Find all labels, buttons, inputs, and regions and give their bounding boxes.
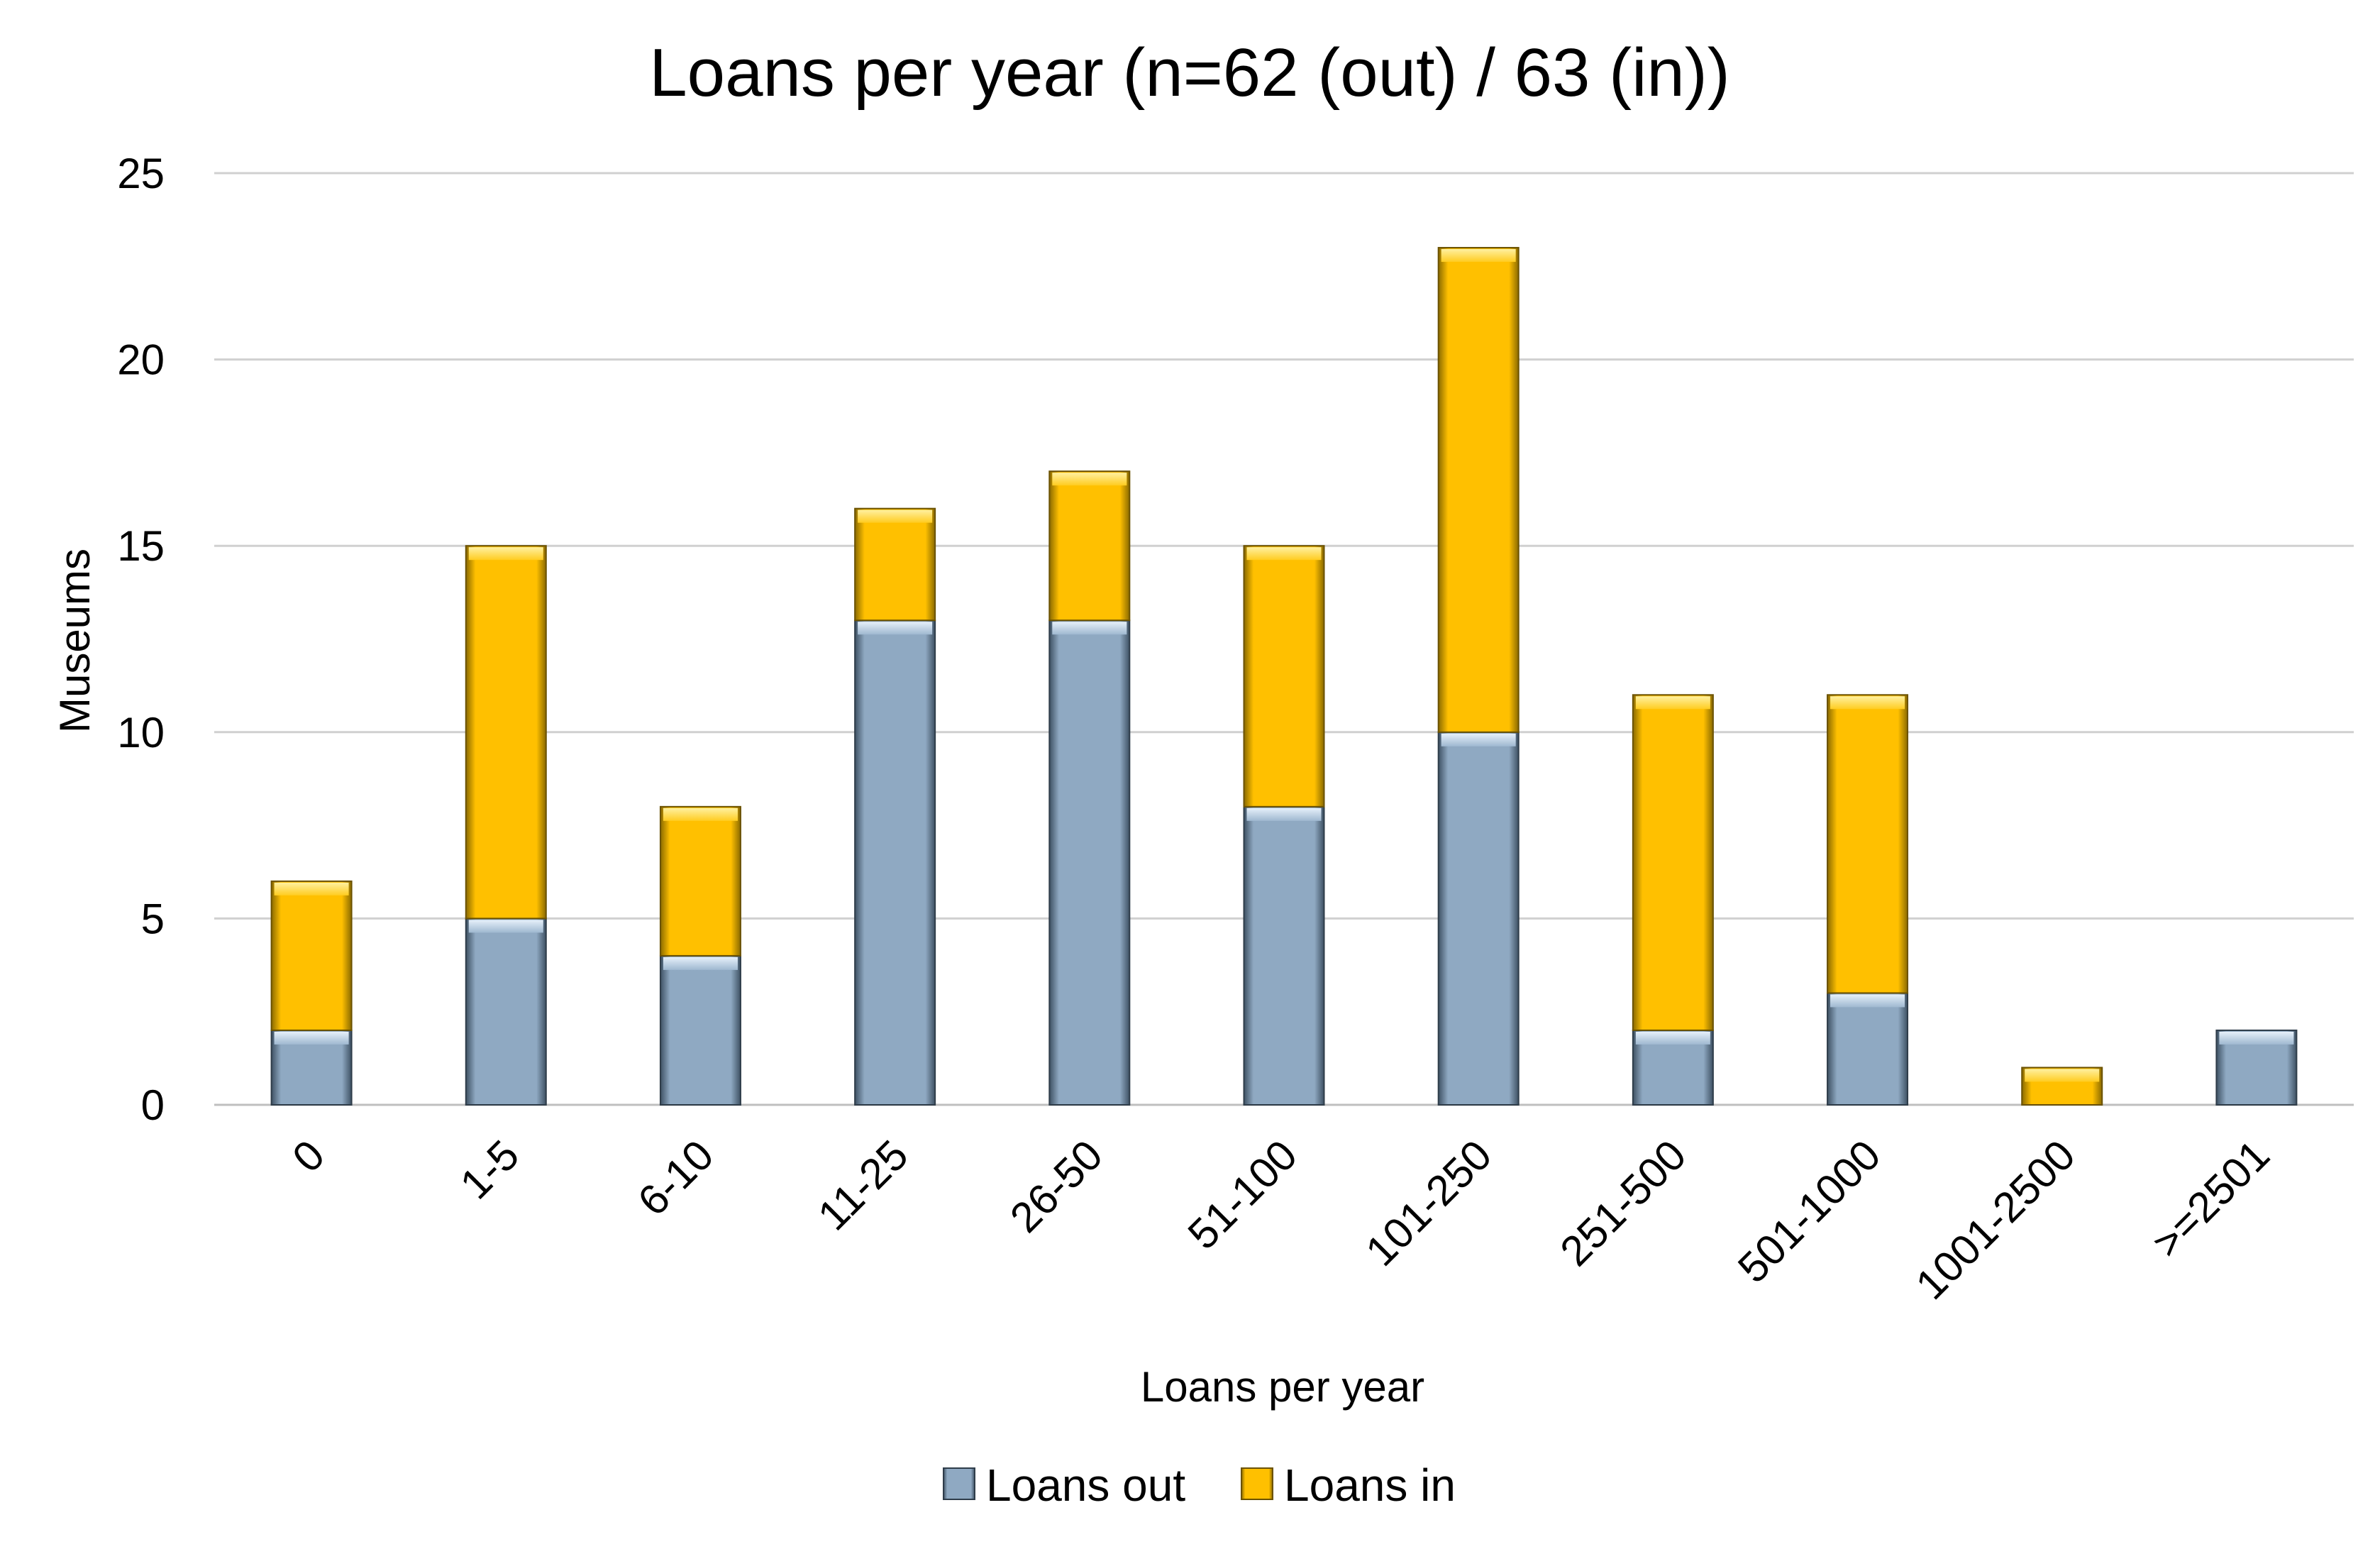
- y-tick-label: 10: [117, 709, 165, 756]
- bar-highlight: [1830, 994, 1905, 1008]
- x-tick-label: 1-5: [451, 1131, 528, 1208]
- y-tick-label: 5: [141, 895, 165, 942]
- bar-highlight: [1441, 733, 1516, 746]
- bar-loans-out: [1048, 619, 1131, 1106]
- bar-loans-in: [1632, 694, 1714, 1031]
- legend-label-loans-out: Loans out: [986, 1460, 1185, 1511]
- bar-loans-in: [1827, 694, 1909, 994]
- bar-highlight: [858, 622, 933, 635]
- chart-title: Loans per year (n=62 (out) / 63 (in)): [649, 35, 1729, 111]
- x-tick-label: 6-10: [629, 1131, 722, 1225]
- y-axis-title: Museums: [51, 549, 99, 733]
- bar-loans-in: [465, 545, 547, 920]
- bar-loans-in: [659, 805, 741, 957]
- bar-highlight: [663, 808, 738, 821]
- bar-highlight: [1635, 1031, 1710, 1045]
- bar-highlight: [1635, 696, 1710, 710]
- y-tick-label: 0: [141, 1081, 165, 1129]
- x-axis-title: Loans per year: [1141, 1363, 1424, 1411]
- legend-swatch-loans-out: [943, 1467, 975, 1500]
- x-tick-label: 501-1000: [1729, 1131, 1890, 1292]
- bar-loans-out: [659, 954, 741, 1106]
- x-tick-label: 51-100: [1179, 1131, 1306, 1258]
- legend: Loans out Loans in: [943, 1460, 1456, 1511]
- x-tick-label: 101-250: [1356, 1131, 1500, 1275]
- bar-loans-out: [465, 917, 547, 1106]
- x-tick-label: 26-50: [1001, 1131, 1112, 1242]
- bar-loans-in: [1437, 247, 1520, 733]
- y-tick-label: 15: [117, 522, 165, 570]
- bar-highlight: [858, 509, 933, 523]
- bar-loans-in: [270, 880, 353, 1031]
- bar-loans-out: [1437, 731, 1520, 1106]
- y-tick-label: 25: [117, 150, 165, 197]
- bars: [270, 247, 2298, 1106]
- bar-highlight: [663, 957, 738, 970]
- legend-swatch-loans-in: [1241, 1467, 1273, 1500]
- bar-highlight: [1246, 808, 1322, 821]
- bar-highlight: [274, 1031, 349, 1045]
- y-axis-ticks: 0 5 10 15 20 25: [117, 150, 165, 1129]
- bar-loans-in: [1243, 545, 1325, 808]
- bar-highlight: [2219, 1031, 2294, 1045]
- bar-highlight: [468, 547, 543, 561]
- bar-highlight: [2025, 1069, 2100, 1082]
- bar-highlight: [1441, 249, 1516, 263]
- bar-highlight: [1830, 696, 1905, 710]
- x-tick-label: 11-25: [809, 1131, 917, 1240]
- bar-highlight: [468, 920, 543, 933]
- x-tick-label: >=2501: [2143, 1131, 2279, 1267]
- bar-loans-out: [1243, 805, 1325, 1106]
- bar-loans-out: [854, 619, 936, 1106]
- x-axis-ticks: 0 1-5 6-10 11-25 26-50 51-100 101-250 251-500 50…: [283, 1131, 2279, 1308]
- bar-highlight: [1246, 547, 1322, 561]
- bar-highlight: [1052, 622, 1127, 635]
- x-tick-label: 251-500: [1551, 1131, 1695, 1275]
- bar-loans-in: [854, 507, 936, 622]
- legend-label-loans-in: Loans in: [1284, 1460, 1456, 1511]
- bar-highlight: [1052, 473, 1127, 486]
- bar-loans-in: [1048, 470, 1131, 622]
- x-tick-label: 1001-2500: [1907, 1131, 2084, 1308]
- x-tick-label: 0: [283, 1131, 333, 1181]
- bar-highlight: [274, 882, 349, 896]
- bar-loans-out: [1827, 992, 1909, 1106]
- y-tick-label: 20: [117, 336, 165, 384]
